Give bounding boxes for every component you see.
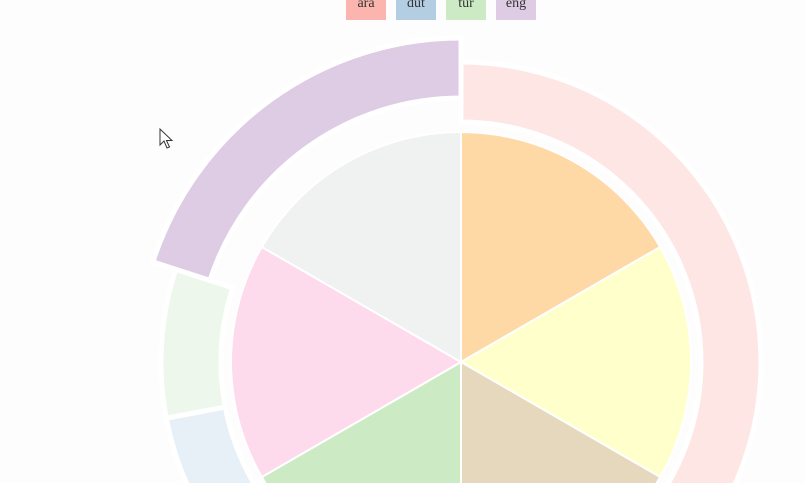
legend-label-ara: ara: [357, 0, 375, 11]
legend-label-dut: dut: [407, 0, 425, 11]
chart-legend: ara dut tur eng: [346, 0, 536, 20]
outer-slice-tur[interactable]: [161, 269, 233, 418]
nested-pie-chart[interactable]: [153, 38, 761, 483]
legend-label-eng: eng: [506, 0, 526, 11]
mouse-pointer-icon: [160, 129, 172, 148]
legend-label-tur: tur: [458, 0, 474, 11]
